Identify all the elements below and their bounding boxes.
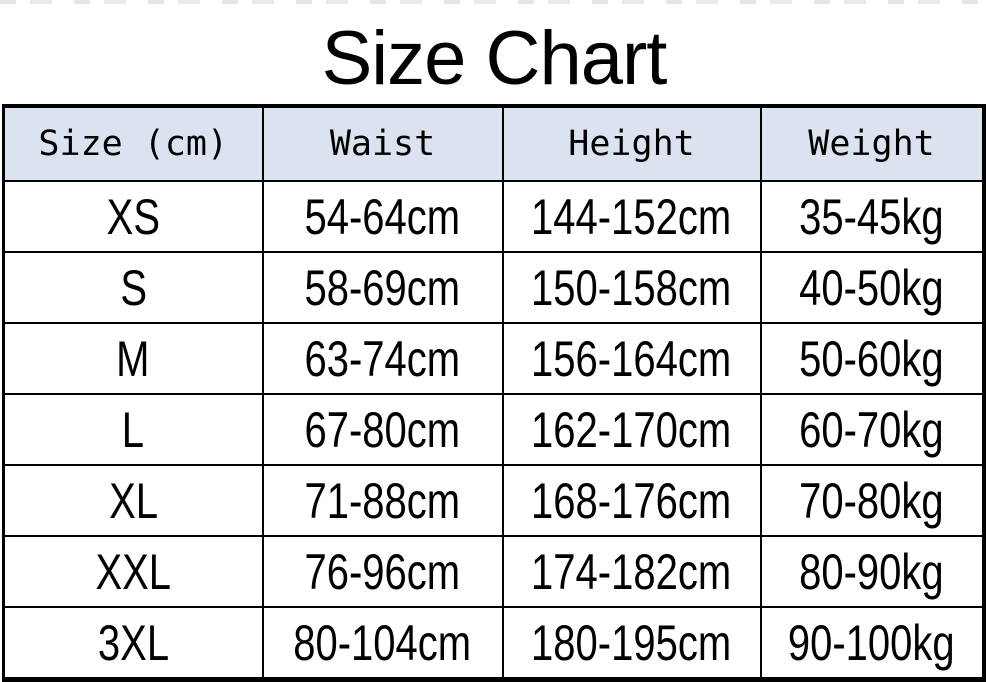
- table-row-xs: XS 54-64cm 144-152cm 35-45kg: [2, 180, 985, 253]
- cell-height: 156-164cm: [501, 322, 762, 395]
- table-row-xxl: XXL 76-96cm 174-182cm 80-90kg: [2, 535, 985, 608]
- cell-waist: 76-96cm: [261, 535, 504, 608]
- weight-value: 40-50kg: [799, 259, 944, 316]
- cell-weight: 80-90kg: [759, 535, 985, 608]
- cell-size: XS: [2, 180, 264, 253]
- size-label: L: [122, 401, 145, 458]
- size-label: S: [119, 259, 147, 316]
- cell-size: XXL: [2, 535, 264, 608]
- height-value: 150-158cm: [531, 259, 732, 316]
- size-label: XL: [108, 472, 158, 529]
- cell-size: L: [2, 393, 264, 466]
- height-value: 174-182cm: [531, 543, 732, 600]
- waist-value: 58-69cm: [304, 259, 461, 316]
- height-value: 162-170cm: [531, 401, 732, 458]
- cell-height: 168-176cm: [501, 464, 762, 537]
- cell-weight: 90-100kg: [759, 606, 985, 681]
- cell-height: 180-195cm: [501, 606, 762, 681]
- cell-waist: 63-74cm: [261, 322, 504, 395]
- cell-height: 150-158cm: [501, 251, 762, 324]
- cell-weight: 35-45kg: [759, 180, 985, 253]
- table-row-3xl: 3XL 80-104cm 180-195cm 90-100kg: [2, 606, 985, 681]
- weight-value: 60-70kg: [799, 401, 944, 458]
- table-row-m: M 63-74cm 156-164cm 50-60kg: [2, 322, 985, 395]
- cell-height: 174-182cm: [501, 535, 762, 608]
- cell-size: S: [2, 251, 264, 324]
- weight-value: 35-45kg: [799, 188, 944, 245]
- height-value: 156-164cm: [531, 330, 732, 387]
- size-label: M: [116, 330, 150, 387]
- cell-size: 3XL: [2, 606, 264, 681]
- size-label: XXL: [95, 543, 172, 600]
- table-row-l: L 67-80cm 162-170cm 60-70kg: [2, 393, 985, 466]
- waist-value: 67-80cm: [304, 401, 461, 458]
- table-row-xl: XL 71-88cm 168-176cm 70-80kg: [2, 464, 985, 537]
- weight-value: 80-90kg: [799, 543, 944, 600]
- cell-size: XL: [2, 464, 264, 537]
- cell-size: M: [2, 322, 264, 395]
- header-cell-waist: Waist: [261, 105, 504, 182]
- height-value: 144-152cm: [531, 188, 732, 245]
- header-row: Size (cm) Waist Height Weight: [2, 105, 985, 182]
- weight-value: 70-80kg: [799, 472, 944, 529]
- size-chart-table: Size (cm) Waist Height Weight XS 54-64cm…: [2, 104, 986, 682]
- cell-weight: 40-50kg: [759, 251, 985, 324]
- cell-weight: 60-70kg: [759, 393, 985, 466]
- size-label: 3XL: [97, 614, 169, 671]
- header-cell-size: Size (cm): [2, 105, 264, 182]
- weight-value: 50-60kg: [799, 330, 944, 387]
- size-label: XS: [106, 188, 160, 245]
- waist-value: 63-74cm: [304, 330, 461, 387]
- waist-value: 71-88cm: [304, 472, 461, 529]
- header-cell-weight: Weight: [759, 105, 985, 182]
- weight-value: 90-100kg: [788, 614, 955, 671]
- cell-waist: 54-64cm: [261, 180, 504, 253]
- cell-height: 162-170cm: [501, 393, 762, 466]
- height-value: 168-176cm: [531, 472, 732, 529]
- cell-weight: 70-80kg: [759, 464, 985, 537]
- cell-waist: 71-88cm: [261, 464, 504, 537]
- cell-waist: 58-69cm: [261, 251, 504, 324]
- cell-weight: 50-60kg: [759, 322, 985, 395]
- cell-waist: 67-80cm: [261, 393, 504, 466]
- height-value: 180-195cm: [531, 614, 732, 671]
- waist-value: 76-96cm: [304, 543, 461, 600]
- waist-value: 80-104cm: [293, 614, 472, 671]
- cropped-text-artifact-strip: [0, 0, 988, 4]
- cell-waist: 80-104cm: [261, 606, 504, 681]
- header-cell-height: Height: [501, 105, 762, 182]
- cell-height: 144-152cm: [501, 180, 762, 253]
- page-title: Size Chart: [321, 15, 668, 101]
- table-row-s: S 58-69cm 150-158cm 40-50kg: [2, 251, 985, 324]
- waist-value: 54-64cm: [304, 188, 461, 245]
